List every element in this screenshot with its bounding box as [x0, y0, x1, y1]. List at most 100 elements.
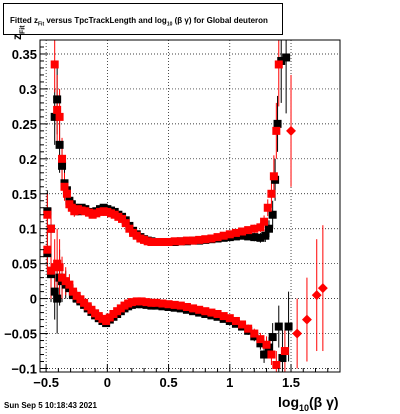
data-point	[47, 224, 56, 233]
x-tick-label: 1	[226, 375, 233, 390]
title-prefix: Fitted z	[10, 16, 38, 25]
y-axis-label-main: z	[10, 34, 24, 40]
data-point	[189, 304, 198, 313]
data-point	[244, 226, 253, 235]
data-point	[269, 172, 278, 181]
title-suffix: (β γ) for Global deuteron	[174, 16, 268, 25]
data-point	[238, 320, 247, 329]
data-point	[69, 287, 78, 296]
data-point	[238, 227, 247, 236]
data-point	[147, 237, 156, 246]
data-point	[53, 105, 62, 114]
data-point	[152, 237, 161, 246]
data-point	[262, 340, 271, 349]
data-point	[280, 347, 289, 356]
y-axis-label: zFit	[10, 25, 26, 40]
y-tick-label: −0.05	[4, 327, 37, 342]
data-point	[261, 231, 270, 240]
data-point	[260, 217, 269, 226]
data-point	[50, 287, 59, 296]
data-point	[292, 328, 303, 339]
data-point	[311, 290, 322, 301]
data-point	[201, 307, 210, 316]
data-point	[127, 298, 136, 307]
data-point	[137, 297, 146, 306]
x-tick-label: −0.5	[33, 375, 59, 390]
data-point	[50, 60, 59, 69]
data-point	[272, 361, 281, 370]
y-tick-label: 0.3	[19, 82, 37, 97]
title-middle: versus TpcTrackLength and log	[44, 16, 167, 25]
data-point	[53, 95, 62, 104]
data-point	[260, 350, 269, 359]
data-point	[231, 316, 240, 325]
plot-frame	[39, 39, 341, 373]
data-point	[282, 53, 291, 62]
data-point	[152, 298, 161, 307]
timestamp-footer: Sun Sep 5 10:18:43 2021	[4, 401, 97, 410]
data-point	[207, 308, 216, 317]
data-point	[264, 224, 273, 233]
data-point	[250, 224, 259, 233]
data-point	[256, 233, 265, 242]
y-tick-label: 0.2	[19, 152, 37, 167]
y-tick-label: 0.1	[19, 222, 37, 237]
data-point	[125, 224, 134, 233]
data-point	[213, 233, 222, 242]
data-point	[164, 300, 173, 309]
title-box: Fitted zFit versus TpcTrackLength and lo…	[3, 3, 283, 35]
data-point	[50, 112, 59, 121]
y-axis-label-sub: Fit	[19, 25, 27, 34]
data-point	[274, 60, 283, 69]
data-point	[58, 154, 67, 163]
data-point	[268, 210, 277, 219]
x-tick-label: 0.5	[160, 375, 178, 390]
data-point	[170, 300, 179, 309]
data-point	[195, 235, 204, 244]
data-point	[55, 140, 64, 149]
data-point	[225, 314, 234, 323]
y-tick-label: 0.05	[12, 257, 37, 272]
data-point	[60, 182, 69, 191]
data-point	[244, 232, 253, 241]
title-subscript: Fit	[38, 21, 45, 28]
data-point	[278, 354, 287, 363]
data-point	[132, 297, 141, 306]
data-point	[65, 280, 74, 289]
data-point	[231, 228, 240, 237]
data-point	[53, 294, 62, 303]
data-point	[256, 335, 265, 344]
x-tick-label: 0	[104, 375, 111, 390]
data-point	[147, 298, 156, 307]
data-point	[250, 233, 259, 242]
data-point	[219, 231, 228, 240]
data-point	[43, 210, 52, 219]
data-point	[286, 125, 296, 136]
y-tick-label: 0.15	[12, 187, 37, 202]
data-point	[58, 161, 67, 170]
y-tick-label: 0	[30, 292, 37, 307]
data-point	[182, 236, 191, 245]
data-point	[55, 112, 64, 121]
data-point	[182, 302, 191, 311]
data-point	[267, 189, 276, 198]
data-point	[268, 333, 277, 342]
chart-title: Fitted zFit versus TpcTrackLength and lo…	[10, 16, 268, 28]
y-tick-label: 0.35	[12, 47, 37, 62]
data-point	[176, 301, 185, 310]
title-subscript-2: 10	[166, 21, 173, 28]
data-points	[43, 53, 328, 370]
x-axis-label-main: log	[278, 394, 299, 410]
data-point	[176, 237, 185, 246]
data-point	[263, 203, 272, 212]
data-point	[189, 236, 198, 245]
data-point	[164, 237, 173, 246]
data-point	[274, 322, 283, 331]
data-point	[238, 231, 247, 240]
data-point	[170, 237, 179, 246]
data-point	[158, 237, 167, 246]
data-point	[273, 119, 282, 128]
data-point	[225, 230, 234, 239]
axis-ticks	[40, 39, 341, 372]
